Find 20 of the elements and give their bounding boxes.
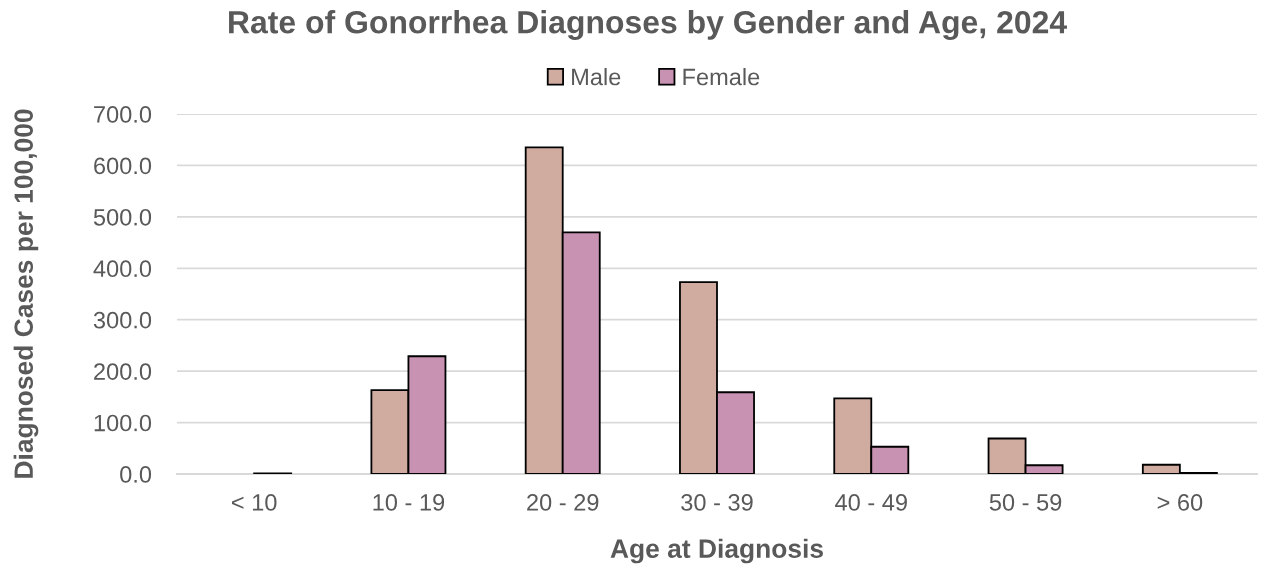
y-tick-label: 400.0 — [93, 260, 152, 278]
x-tick-label: > 60 — [1157, 494, 1203, 511]
x-tick-label: 50 - 59 — [989, 494, 1062, 511]
x-tick-label: 30 - 39 — [681, 494, 753, 511]
x-tick-label: < 10 — [232, 494, 277, 511]
y-tick-label: 200.0 — [94, 363, 152, 380]
y-tick-label: 500.0 — [93, 208, 152, 226]
legend-label: Male — [572, 68, 621, 86]
y-tick-label: 300.0 — [93, 311, 152, 329]
x-tick-label: 40 - 49 — [835, 494, 907, 511]
y-tick-label: 700.0 — [94, 106, 152, 123]
y-tick-label: 100.0 — [94, 414, 152, 432]
y-tick-label: 600.0 — [94, 157, 152, 175]
chart-title: Rate of Gonorrhea Diagnoses by Gender and Age, 2024 — [229, 10, 1067, 40]
y-axis-title: Diagnosed Cases per 100,000 — [13, 109, 39, 478]
legend-label: Female — [683, 68, 760, 86]
x-tick-label: 10 - 19 — [373, 494, 445, 511]
y-tick-label: 0.0 — [120, 466, 152, 483]
x-tick-label: 20 - 29 — [527, 494, 599, 511]
x-axis-title: Age at Diagnosis — [610, 538, 823, 564]
